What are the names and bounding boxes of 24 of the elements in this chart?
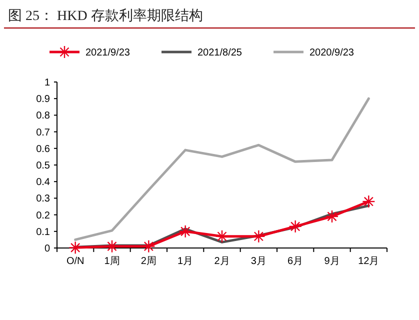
x-tick-label: 2月	[214, 256, 230, 267]
y-tick-label: 0.2	[36, 210, 50, 222]
y-tick-label: 0.4	[36, 177, 50, 188]
y-tick-label: 0.5	[36, 160, 50, 172]
y-tick-label: 0.1	[36, 226, 50, 238]
x-tick-label: 12月	[358, 256, 380, 267]
x-tick-label: 1周	[104, 256, 120, 267]
legend-label: 2021/8/25	[198, 48, 242, 58]
x-tick-label: 9月	[324, 256, 340, 267]
x-tick-label: O/N	[66, 256, 84, 267]
y-tick-label: 0.7	[36, 127, 50, 138]
y-tick-label: 0.8	[36, 110, 50, 122]
y-tick-label: 0.3	[36, 194, 50, 205]
x-tick-label: 1月	[178, 256, 194, 267]
y-tick-label: 0	[44, 244, 50, 254]
x-tick-label: 6月	[288, 256, 304, 267]
title: 图 25： HKD 存款利率期限结构	[8, 9, 203, 24]
y-tick-label: 1	[44, 78, 50, 88]
x-tick-label: 2周	[140, 256, 156, 267]
legend-label: 2021/9/23	[86, 48, 130, 58]
y-tick-label: 0.6	[36, 144, 50, 155]
y-tick-label: 0.9	[36, 94, 50, 106]
x-tick-label: 3月	[250, 256, 266, 267]
legend-label: 2020/9/23	[310, 48, 354, 58]
